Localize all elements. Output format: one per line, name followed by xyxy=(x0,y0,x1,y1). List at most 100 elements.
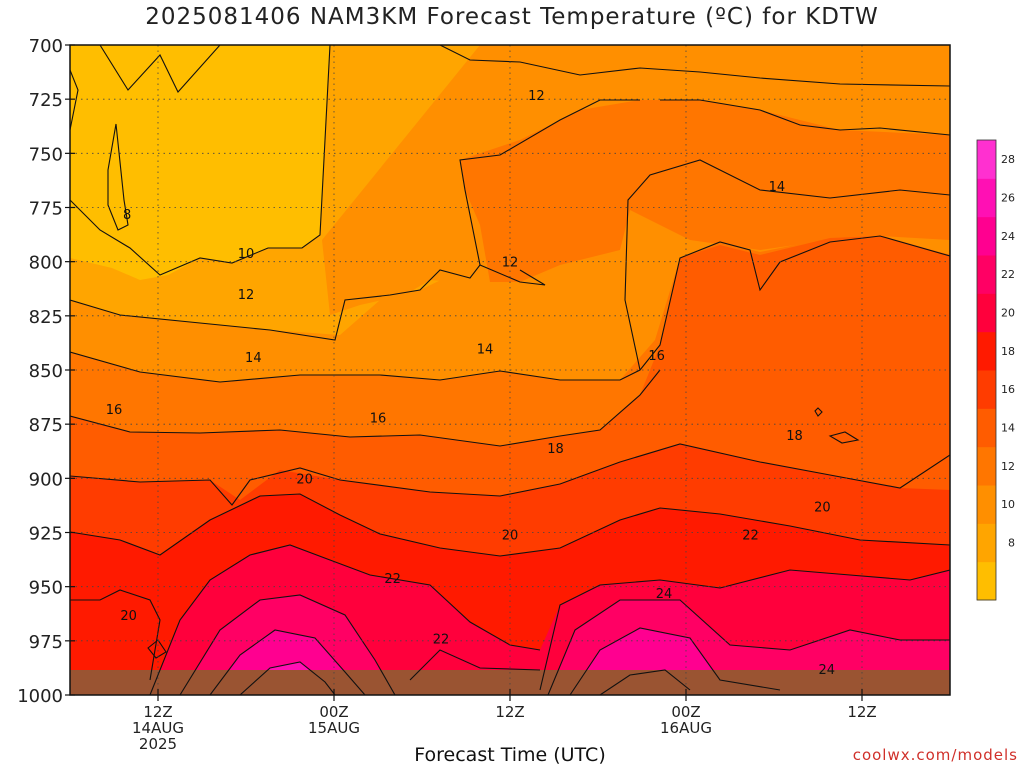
contour-label: 14 xyxy=(477,342,494,357)
contour-line xyxy=(660,99,950,136)
contour-label: 18 xyxy=(547,442,564,457)
contour-line xyxy=(70,493,950,557)
x-axis-label: Forecast Time (UTC) xyxy=(414,744,606,766)
y-tick-label: 825 xyxy=(29,307,63,328)
contour-label: 24 xyxy=(656,587,673,602)
colorbar-swatch xyxy=(977,140,996,179)
y-axis: 700 725 750 775 800 825 850 875 900 925 950 975 1000 xyxy=(17,36,75,707)
y-tick-label: 900 xyxy=(29,469,63,490)
contour-line xyxy=(99,45,221,93)
contour-labels: 8 10 12 12 12 14 14 14 16 16 16 18 18 20 20 20 20 22 22 22 2… xyxy=(106,89,835,678)
contour-line xyxy=(179,594,396,695)
y-tick-label: 775 xyxy=(29,199,63,220)
x-tick-label: 12Z xyxy=(847,703,876,721)
contour-line xyxy=(409,649,541,681)
x-tick-label: 16AUG xyxy=(660,719,712,737)
y-tick-label: 950 xyxy=(29,578,63,599)
contour-line xyxy=(70,99,640,341)
contour-label: 22 xyxy=(742,529,759,544)
contour-label: 16 xyxy=(648,349,665,364)
y-tick-label: 800 xyxy=(29,253,63,274)
contour-line xyxy=(479,264,546,286)
x-tick-label: 2025 xyxy=(139,735,177,753)
contour-line xyxy=(569,627,781,695)
contour-label: 22 xyxy=(384,572,401,587)
colorbar-label: 20 xyxy=(1001,307,1015,320)
grid-lines xyxy=(70,45,950,695)
contour-label: 20 xyxy=(120,609,137,624)
contour-label: 12 xyxy=(502,256,519,271)
contour-label: 14 xyxy=(245,351,262,366)
credit-text: coolwx.com/models xyxy=(852,746,1018,764)
colorbar-border xyxy=(976,139,997,601)
contour-line xyxy=(149,544,541,695)
colorbar-label: 10 xyxy=(1001,498,1015,511)
contour-label: 16 xyxy=(106,403,123,418)
band-upper-mid xyxy=(460,100,950,282)
y-tick-label: 875 xyxy=(29,415,63,436)
colorbar-label: 18 xyxy=(1001,345,1015,358)
x-tick-label: 12Z xyxy=(495,703,524,721)
contour-label: 22 xyxy=(433,633,450,648)
contour-line xyxy=(209,629,366,695)
contour-line xyxy=(239,661,336,695)
y-tick-label: 750 xyxy=(29,144,63,165)
contour-line xyxy=(70,69,79,131)
y-tick-label: 850 xyxy=(29,361,63,382)
contour-line xyxy=(439,45,950,87)
contour-label: 16 xyxy=(370,412,387,427)
colorbar-label: 16 xyxy=(1001,383,1015,396)
x-tick-label: 15AUG xyxy=(308,719,360,737)
contour-label: 18 xyxy=(786,429,803,444)
contour-line xyxy=(147,639,167,659)
contour-label: 8 xyxy=(123,208,131,223)
temperature-bands xyxy=(70,45,950,695)
colorbar-swatch xyxy=(977,255,996,294)
contour-line xyxy=(539,569,950,691)
contour-line xyxy=(70,369,661,447)
x-tick-label: 12Z xyxy=(143,703,172,721)
colorbar-legend: 8 10 12 14 16 18 20 22 24 26 28 xyxy=(976,139,1015,601)
y-tick-label: 925 xyxy=(29,524,63,545)
chart-title: 2025081406 NAM3KM Forecast Temperature (… xyxy=(145,4,879,30)
y-tick-label: 1000 xyxy=(17,686,63,707)
contour-line xyxy=(70,589,161,681)
colorbar-label: 22 xyxy=(1001,268,1015,281)
contour-line xyxy=(828,431,860,444)
colorbar-swatch xyxy=(977,523,996,563)
contour-line xyxy=(70,443,950,506)
contour-line xyxy=(599,669,691,695)
y-tick-label: 725 xyxy=(29,90,63,111)
colorbar-label: 8 xyxy=(1008,537,1015,550)
colorbar-swatch xyxy=(977,293,996,333)
contour-label: 20 xyxy=(814,501,831,516)
band-8-10-pocket xyxy=(70,45,330,280)
x-tick-label: 14AUG xyxy=(132,719,184,737)
colorbar-swatch xyxy=(977,178,996,218)
colorbar-swatch xyxy=(977,370,996,409)
colorbar-swatch xyxy=(977,408,996,448)
colorbar-label: 26 xyxy=(1001,192,1015,205)
contour-line xyxy=(624,159,950,371)
contour-line xyxy=(70,45,331,276)
colorbar-label: 24 xyxy=(1001,230,1015,243)
y-tick-label: 975 xyxy=(29,632,63,653)
colorbar-swatch xyxy=(977,331,996,371)
contour-label: 12 xyxy=(528,89,545,104)
colorbar-label: 28 xyxy=(1001,153,1015,166)
x-tick-label: 00Z xyxy=(671,703,700,721)
contour-line xyxy=(814,407,823,417)
y-tick-label: 700 xyxy=(29,36,63,57)
contour-label: 20 xyxy=(502,529,519,544)
contour-line xyxy=(547,599,950,695)
colorbar-label: 12 xyxy=(1001,460,1015,473)
colorbar-swatch xyxy=(977,485,996,524)
colorbar-swatch xyxy=(977,561,996,601)
contour-label: 20 xyxy=(296,472,313,487)
contour-line xyxy=(107,123,129,231)
colorbar-label: 14 xyxy=(1001,422,1015,435)
colorbar-swatch xyxy=(977,216,996,256)
colorbar-swatch xyxy=(977,446,996,486)
contour-label: 24 xyxy=(819,663,836,678)
